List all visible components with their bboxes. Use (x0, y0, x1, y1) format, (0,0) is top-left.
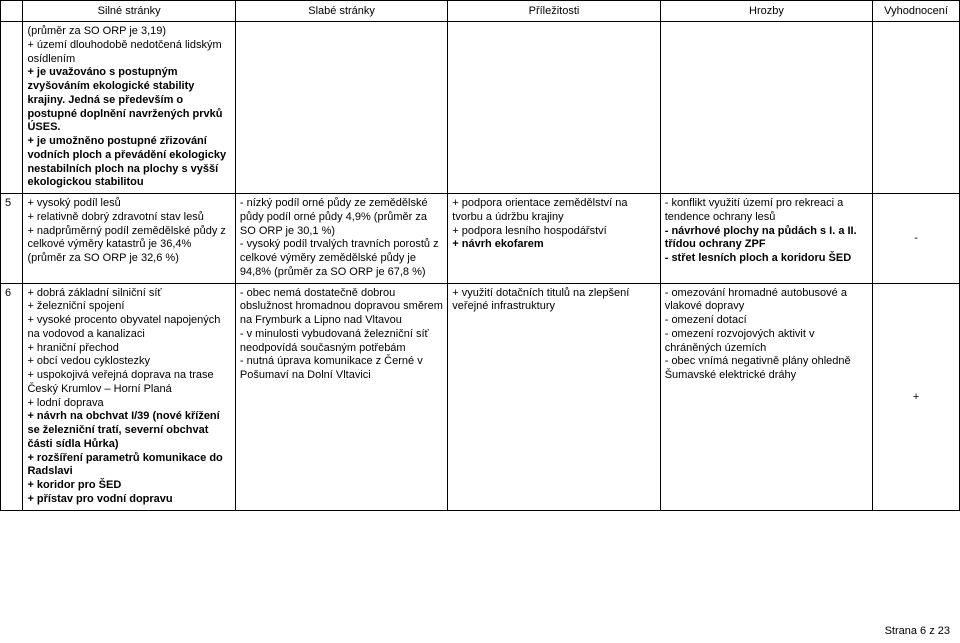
header-strong: Silné stránky (23, 1, 235, 22)
header-num (1, 1, 23, 22)
page-number: Strana 6 z 23 (885, 625, 950, 637)
table-row: 5 + vysoký podíl lesů + relativně dobrý … (1, 194, 960, 284)
cell-opp: + využití dotačních titulů na zlepšení v… (448, 283, 660, 510)
row-num: 6 (1, 283, 23, 510)
header-weak: Slabé stránky (235, 1, 447, 22)
text-bold: + je uvažováno s postupným zvyšováním ek… (27, 66, 230, 135)
header-row: Silné stránky Slabé stránky Příležitosti… (1, 1, 960, 22)
header-threat: Hrozby (660, 1, 872, 22)
cell-strong: + dobrá základní silniční síť + železnič… (23, 283, 235, 510)
cell-weak: - nízký podíl orné půdy ze zemědělské pů… (235, 194, 447, 284)
cell-threat: - omezování hromadné autobusové a vlakov… (660, 283, 872, 510)
text-bold: - návrhové plochy na půdách s I. a II. t… (665, 225, 868, 266)
header-eval: Vyhodnocení (873, 1, 960, 22)
text-plain: + dobrá základní silniční síť + železnič… (27, 287, 230, 411)
header-opp: Příležitosti (448, 1, 660, 22)
cell-strong: + vysoký podíl lesů + relativně dobrý zd… (23, 194, 235, 284)
text-plain: - nízký podíl orné půdy ze zemědělské pů… (240, 197, 443, 280)
cell-eval (873, 22, 960, 194)
cell-weak (235, 22, 447, 194)
cell-opp: + podpora orientace zemědělství na tvorb… (448, 194, 660, 284)
table-row: 6 + dobrá základní silniční síť + železn… (1, 283, 960, 510)
row-num: 5 (1, 194, 23, 284)
text-plain: + podpora orientace zemědělství na tvorb… (452, 197, 655, 238)
swot-table: Silné stránky Slabé stránky Příležitosti… (0, 0, 960, 511)
text-bold: + je umožněno postupné zřizování vodních… (27, 135, 230, 190)
cell-weak: - obec nemá dostatečně dobrou obslužnost… (235, 283, 447, 510)
text-plain: (průměr za SO ORP je 3,19) + území dlouh… (27, 25, 230, 66)
cell-opp (448, 22, 660, 194)
text-bold: + návrh ekofarem (452, 238, 655, 252)
cell-eval: + (873, 283, 960, 510)
cell-eval: - (873, 194, 960, 284)
text-plain: + využití dotačních titulů na zlepšení v… (452, 287, 655, 315)
text-plain: - obec nemá dostatečně dobrou obslužnost… (240, 287, 443, 383)
cell-strong: (průměr za SO ORP je 3,19) + území dlouh… (23, 22, 235, 194)
text-plain: - omezování hromadné autobusové a vlakov… (665, 287, 868, 383)
row-num (1, 22, 23, 194)
text-bold: + návrh na obchvat I/39 (nové křížení se… (27, 410, 230, 506)
table-row: (průměr za SO ORP je 3,19) + území dlouh… (1, 22, 960, 194)
text-plain: - konflikt využití území pro rekreaci a … (665, 197, 868, 225)
text-plain: + vysoký podíl lesů + relativně dobrý zd… (27, 197, 230, 266)
cell-threat: - konflikt využití území pro rekreaci a … (660, 194, 872, 284)
cell-threat (660, 22, 872, 194)
